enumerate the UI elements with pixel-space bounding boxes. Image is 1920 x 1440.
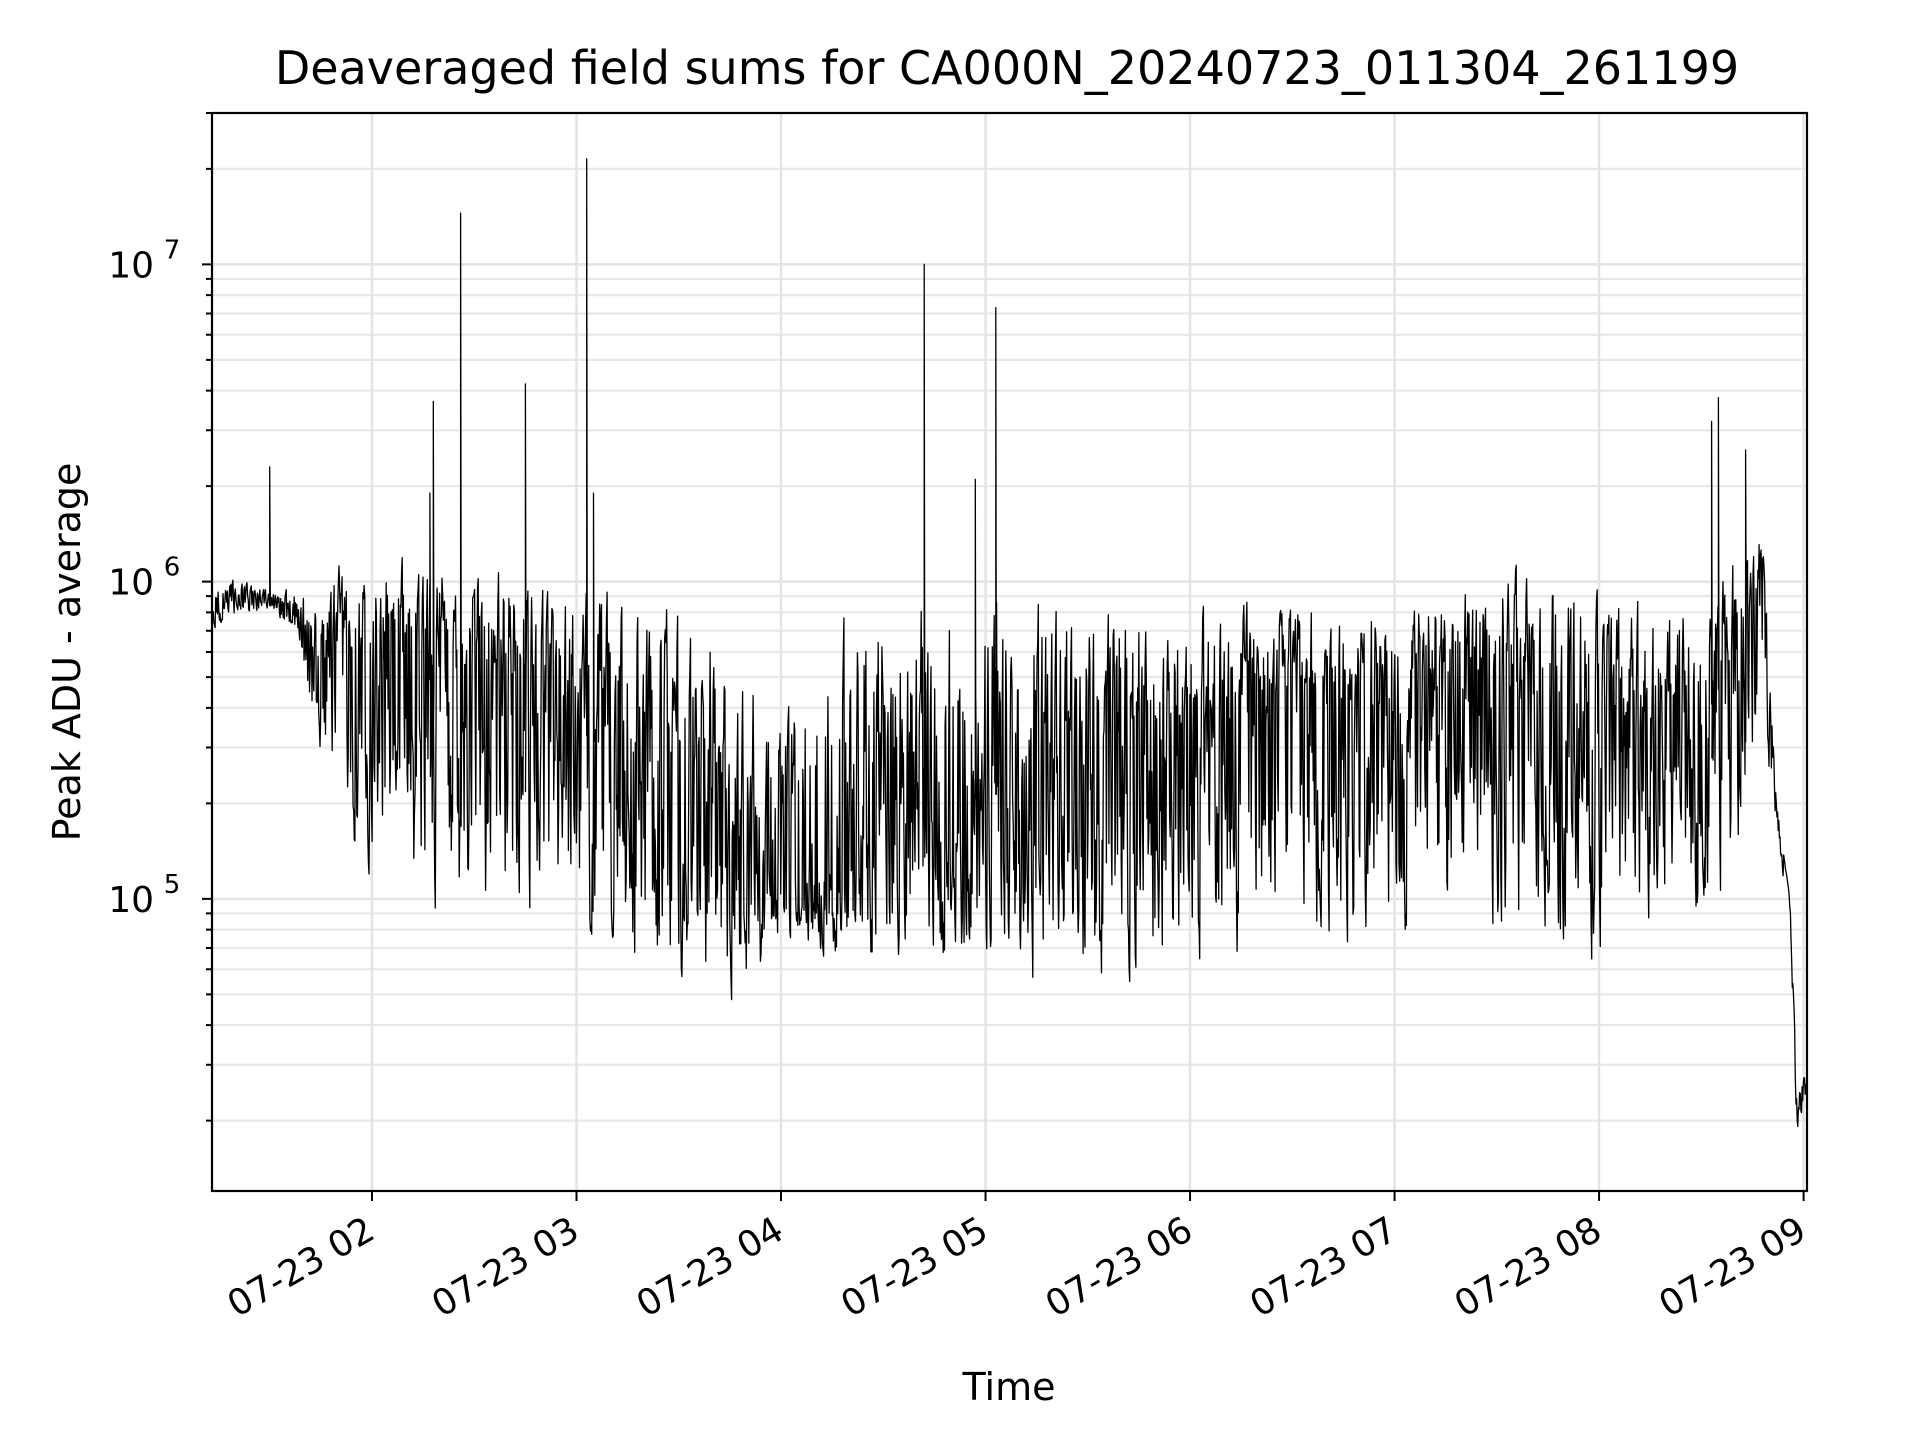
y-axis-ticks: 10 5 10 6 10 7 [108, 112, 212, 1122]
y-axis-label: Peak ADU - average [45, 463, 89, 842]
x-axis-label: Time [962, 1365, 1056, 1409]
y-tick-label: 10 [108, 563, 154, 604]
series-layer [211, 158, 1808, 1128]
chart-title: Deaveraged field sums for CA000N_2024072… [275, 41, 1739, 95]
series-line [211, 158, 1808, 1128]
y-tick-exponent: 6 [164, 553, 181, 583]
y-tick-label: 10 [108, 245, 154, 286]
y-tick-exponent: 5 [164, 870, 181, 900]
y-tick-exponent: 7 [164, 235, 181, 265]
y-tick-label: 10 [108, 880, 154, 921]
